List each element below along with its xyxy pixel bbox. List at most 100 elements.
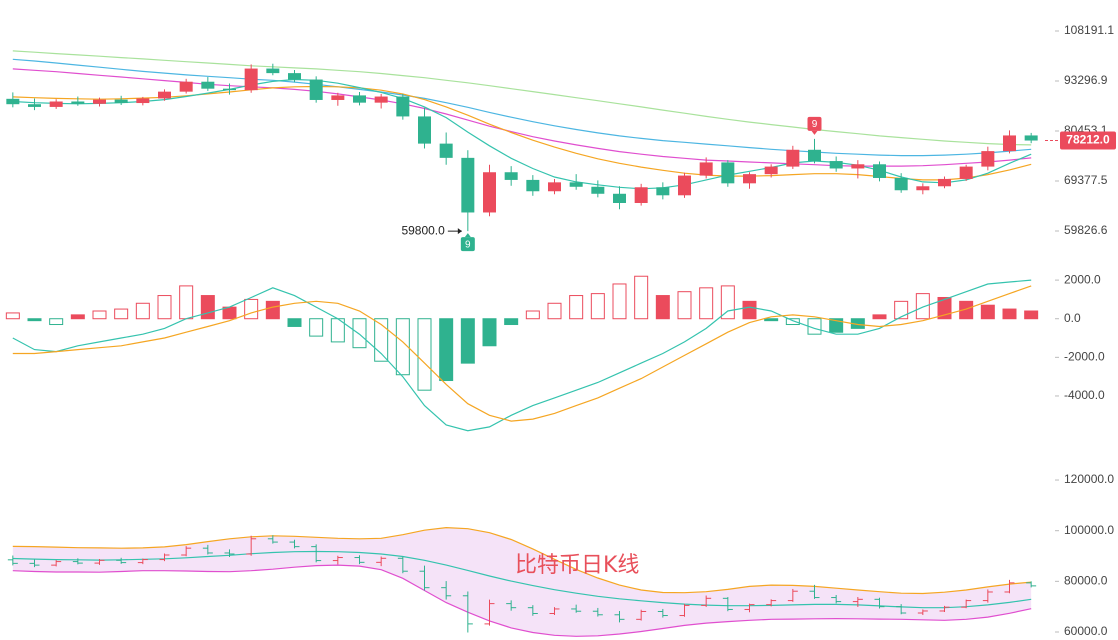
- candle-body: [743, 174, 756, 184]
- macd-bar: [1024, 310, 1039, 320]
- candle-body: [613, 193, 626, 203]
- candle-body: [526, 179, 540, 192]
- chart-title: 比特币日K线: [515, 553, 639, 578]
- candle-body: [223, 88, 236, 91]
- candle-body: [699, 162, 713, 176]
- macd-bar: [525, 310, 540, 320]
- candle-body: [483, 172, 496, 213]
- macd-bar: [352, 318, 367, 349]
- candle-body: [634, 187, 648, 203]
- macd-bar: [265, 300, 280, 320]
- macd-bar: [439, 318, 454, 382]
- macd-bar: [980, 304, 995, 320]
- candle-body: [1024, 135, 1038, 141]
- macd-bar: [829, 318, 844, 333]
- candle-body: [28, 104, 41, 107]
- macd-bar: [1002, 308, 1017, 320]
- ma-line: [12, 58, 1032, 157]
- y-tick-label: 59826.6: [1064, 223, 1108, 237]
- candle-body: [439, 143, 453, 158]
- band-lower: [12, 564, 1032, 637]
- y-tick-label: 2000.0: [1064, 272, 1101, 286]
- y-tick-label: 60000.0: [1064, 624, 1108, 638]
- macd-bar: [5, 312, 20, 320]
- macd-bar: [504, 318, 519, 326]
- macd-bar: [287, 318, 302, 327]
- candle-body: [114, 99, 128, 104]
- candle-body: [916, 186, 930, 191]
- macd-bar: [309, 318, 324, 337]
- macd-bar: [742, 300, 757, 320]
- y-tick-label: 0.0: [1064, 311, 1081, 325]
- macd-line: [12, 279, 1032, 432]
- macd-bar: [27, 318, 42, 322]
- candle-body: [548, 182, 561, 192]
- macd-bar: [590, 293, 605, 320]
- candle-body: [1003, 135, 1016, 152]
- signal-flag: [460, 237, 475, 252]
- signal-label: 9: [465, 239, 471, 250]
- band-fill: [12, 527, 1032, 637]
- signal-pointer: [464, 233, 471, 238]
- y-tick-label: -2000.0: [1064, 350, 1105, 364]
- candle-body: [656, 187, 670, 196]
- candle-body: [786, 149, 800, 167]
- macd-bar: [460, 318, 475, 364]
- candle-body: [374, 96, 388, 103]
- candle-body: [288, 73, 301, 80]
- candle-body: [938, 178, 951, 187]
- macd-bar: [612, 283, 627, 320]
- ma-line: [12, 50, 1032, 146]
- y-tick-label: 100000.0: [1064, 523, 1114, 537]
- candle-body: [959, 166, 973, 179]
- signal-pointer: [811, 130, 818, 135]
- signal-label: 9: [812, 119, 818, 130]
- band-middle: [12, 550, 1032, 609]
- candle-body: [396, 96, 410, 117]
- macd-bar: [92, 310, 107, 320]
- macd-bar: [179, 285, 194, 320]
- macd-bar: [785, 318, 800, 326]
- last-price-box: [1060, 131, 1116, 150]
- macd-bar: [894, 300, 909, 320]
- macd-bar: [915, 293, 930, 320]
- y-tick-label: -4000.0: [1064, 388, 1105, 402]
- candle-body: [591, 186, 605, 194]
- ma-line: [12, 68, 1032, 167]
- candle-body: [504, 172, 518, 180]
- y-tick-label: 80000.0: [1064, 574, 1108, 588]
- candle-body: [873, 164, 886, 178]
- macd-bar: [547, 302, 562, 320]
- macd-bar: [395, 318, 410, 376]
- macd-bar: [157, 295, 172, 320]
- y-tick-label: 120000.0: [1064, 472, 1114, 486]
- candle-body: [158, 91, 171, 99]
- candle-body: [266, 68, 280, 74]
- macd-bar: [135, 302, 150, 320]
- macd-line: [12, 285, 1032, 422]
- signal-flag: [807, 116, 822, 131]
- y-tick-label: 69377.5: [1064, 173, 1108, 187]
- candle-body: [353, 95, 366, 103]
- candle-body: [461, 157, 475, 213]
- last-price-label: 78212.0: [1066, 133, 1110, 147]
- macd-bar: [634, 275, 649, 320]
- annotation-label: 59800.0: [401, 223, 445, 237]
- candle-body: [309, 79, 323, 100]
- candle-body: [49, 101, 63, 107]
- candle-body: [678, 175, 691, 196]
- ma-line: [12, 85, 1032, 181]
- macd-bar: [417, 318, 432, 391]
- candle-body: [981, 151, 995, 167]
- candle-body: [894, 177, 908, 191]
- macd-bar: [482, 318, 497, 347]
- annotation-arrowhead: [457, 228, 462, 235]
- macd-bar: [70, 314, 85, 320]
- candle-body: [418, 116, 431, 144]
- macd-bar: [720, 285, 735, 320]
- macd-bar: [200, 295, 215, 320]
- macd-bar: [677, 291, 692, 320]
- candle-body: [179, 81, 193, 92]
